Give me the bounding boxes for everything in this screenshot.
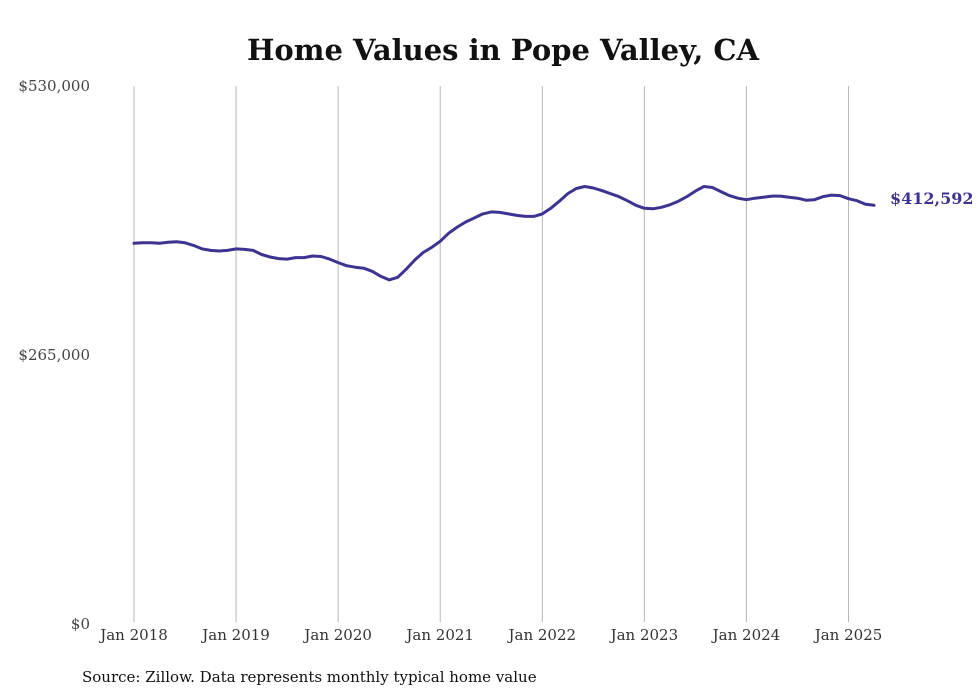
y-tick-label: $530,000: [18, 77, 90, 95]
x-tick-label: Jan 2018: [98, 626, 168, 644]
chart-title: Home Values in Pope Valley, CA: [247, 33, 759, 67]
y-axis-tick-labels: $0 $265,000 $530,000: [18, 77, 90, 633]
y-tick-label: $0: [71, 615, 90, 633]
x-tick-label: Jan 2023: [609, 626, 679, 644]
x-tick-label: Jan 2025: [813, 626, 883, 644]
x-tick-label: Jan 2019: [200, 626, 270, 644]
x-tick-label: Jan 2024: [711, 626, 781, 644]
source-note: Source: Zillow. Data represents monthly …: [82, 668, 537, 686]
x-axis-tick-labels: Jan 2018 Jan 2019 Jan 2020 Jan 2021 Jan 2022…: [98, 626, 882, 644]
end-label-layer: $412,592: [890, 189, 974, 208]
series-layer: [132, 185, 876, 282]
x-tick-label: Jan 2020: [302, 626, 372, 644]
end-value-label: $412,592: [890, 189, 974, 208]
y-tick-label: $265,000: [18, 346, 90, 364]
series-line-home-value: [132, 185, 876, 282]
x-tick-label: Jan 2021: [404, 626, 474, 644]
gridlines: [133, 86, 849, 622]
x-tick-label: Jan 2022: [507, 626, 577, 644]
